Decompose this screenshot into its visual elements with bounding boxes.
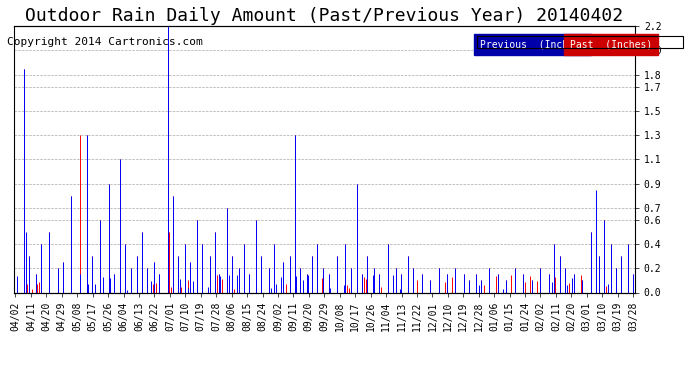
- Text: Past  (Inches): Past (Inches): [570, 39, 652, 50]
- Text: Copyright 2014 Cartronics.com: Copyright 2014 Cartronics.com: [7, 37, 203, 47]
- Text: Previous  (Inches): Previous (Inches): [480, 39, 585, 50]
- Title: Outdoor Rain Daily Amount (Past/Previous Year) 20140402: Outdoor Rain Daily Amount (Past/Previous…: [26, 7, 623, 25]
